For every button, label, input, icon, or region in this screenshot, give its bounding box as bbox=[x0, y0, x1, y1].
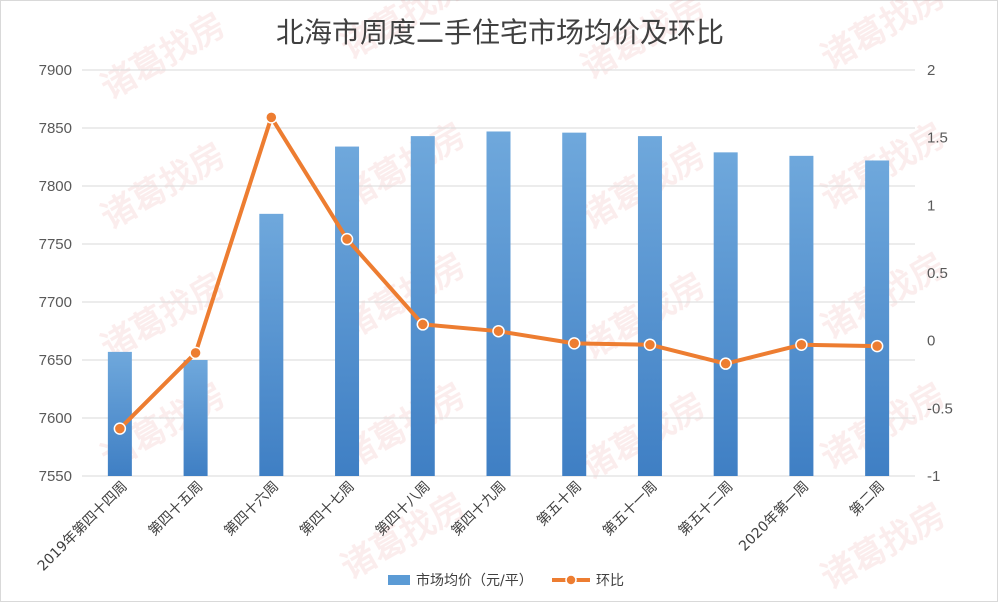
y-right-tick-1: 1 bbox=[927, 197, 935, 214]
category-label-9: 2020年第一周 bbox=[735, 478, 812, 555]
category-label-3: 第四十七周 bbox=[296, 478, 358, 540]
line-point-1 bbox=[189, 346, 202, 360]
y-left-tick-7850: 7850 bbox=[39, 120, 72, 137]
y-left-tick-7650: 7650 bbox=[39, 352, 72, 369]
bar-9 bbox=[789, 155, 814, 476]
watermark-text-17: 诸葛找房 bbox=[815, 495, 953, 598]
bar-4 bbox=[410, 136, 435, 476]
line-point-2 bbox=[265, 111, 278, 124]
category-label-0: 2019年第四十四周 bbox=[34, 478, 131, 575]
bar-7 bbox=[637, 136, 662, 476]
y-axis-left: 7550 7600 7650 7700 7750 7800 7850 7900 bbox=[39, 62, 72, 485]
line-point-3 bbox=[340, 232, 354, 246]
y-right-tick--1: -1 bbox=[927, 468, 940, 485]
line-point-4 bbox=[416, 318, 430, 331]
legend-bar-label: 市场均价（元/平） bbox=[416, 572, 533, 589]
legend: 市场均价（元/平） 环比 bbox=[388, 572, 624, 589]
category-label-6: 第五十周 bbox=[533, 478, 585, 530]
legend-bar-swatch bbox=[388, 575, 410, 585]
watermark-text-0: 诸葛找房 bbox=[95, 5, 233, 108]
y-right-tick-0.5: 0.5 bbox=[927, 265, 948, 282]
line-point-5 bbox=[492, 324, 505, 338]
y-axis-right: -1 -0.5 0 0.5 1 1.5 2 bbox=[927, 62, 953, 485]
x-axis: 2019年第四十四周 第四十五周 第四十六周 第四十七周 第四十八周 第四十九周 第五十周第… bbox=[34, 478, 888, 575]
category-label-7: 第五十一周 bbox=[599, 478, 661, 540]
legend-line-marker bbox=[565, 574, 577, 586]
line-point-6 bbox=[567, 337, 581, 350]
line-point-0 bbox=[113, 422, 127, 435]
bar-8 bbox=[713, 152, 738, 477]
line-point-8 bbox=[719, 357, 732, 370]
line-point-7 bbox=[643, 338, 657, 351]
bar-2 bbox=[259, 213, 284, 476]
y-left-tick-7800: 7800 bbox=[39, 178, 72, 195]
line-point-9 bbox=[795, 338, 808, 351]
y-left-tick-7750: 7750 bbox=[39, 236, 72, 253]
chart-title: 北海市周度二手住宅市场均价及环比 bbox=[276, 16, 724, 49]
bar-1 bbox=[183, 360, 208, 476]
category-label-2: 第四十六周 bbox=[221, 478, 283, 540]
bar-series bbox=[107, 131, 890, 477]
y-left-tick-7600: 7600 bbox=[39, 410, 72, 427]
y-left-tick-7900: 7900 bbox=[39, 62, 72, 79]
y-right-tick--0.5: -0.5 bbox=[927, 400, 953, 417]
y-right-tick-1.5: 1.5 bbox=[927, 130, 948, 147]
bar-10 bbox=[865, 160, 890, 477]
bar-5 bbox=[486, 131, 511, 477]
y-right-tick-2: 2 bbox=[927, 62, 935, 79]
category-label-10: 第二周 bbox=[846, 478, 888, 520]
bar-3 bbox=[335, 146, 360, 476]
bar-0 bbox=[107, 351, 132, 476]
y-right-tick-0: 0 bbox=[927, 333, 935, 350]
category-label-1: 第四十五周 bbox=[145, 478, 207, 540]
y-left-tick-7700: 7700 bbox=[39, 294, 72, 311]
category-label-8: 第五十二周 bbox=[675, 478, 737, 540]
line-point-10 bbox=[870, 339, 884, 353]
legend-line-label: 环比 bbox=[596, 573, 624, 589]
bar-6 bbox=[562, 132, 587, 476]
y-left-tick-7550: 7550 bbox=[39, 468, 72, 485]
line-series bbox=[113, 111, 884, 435]
